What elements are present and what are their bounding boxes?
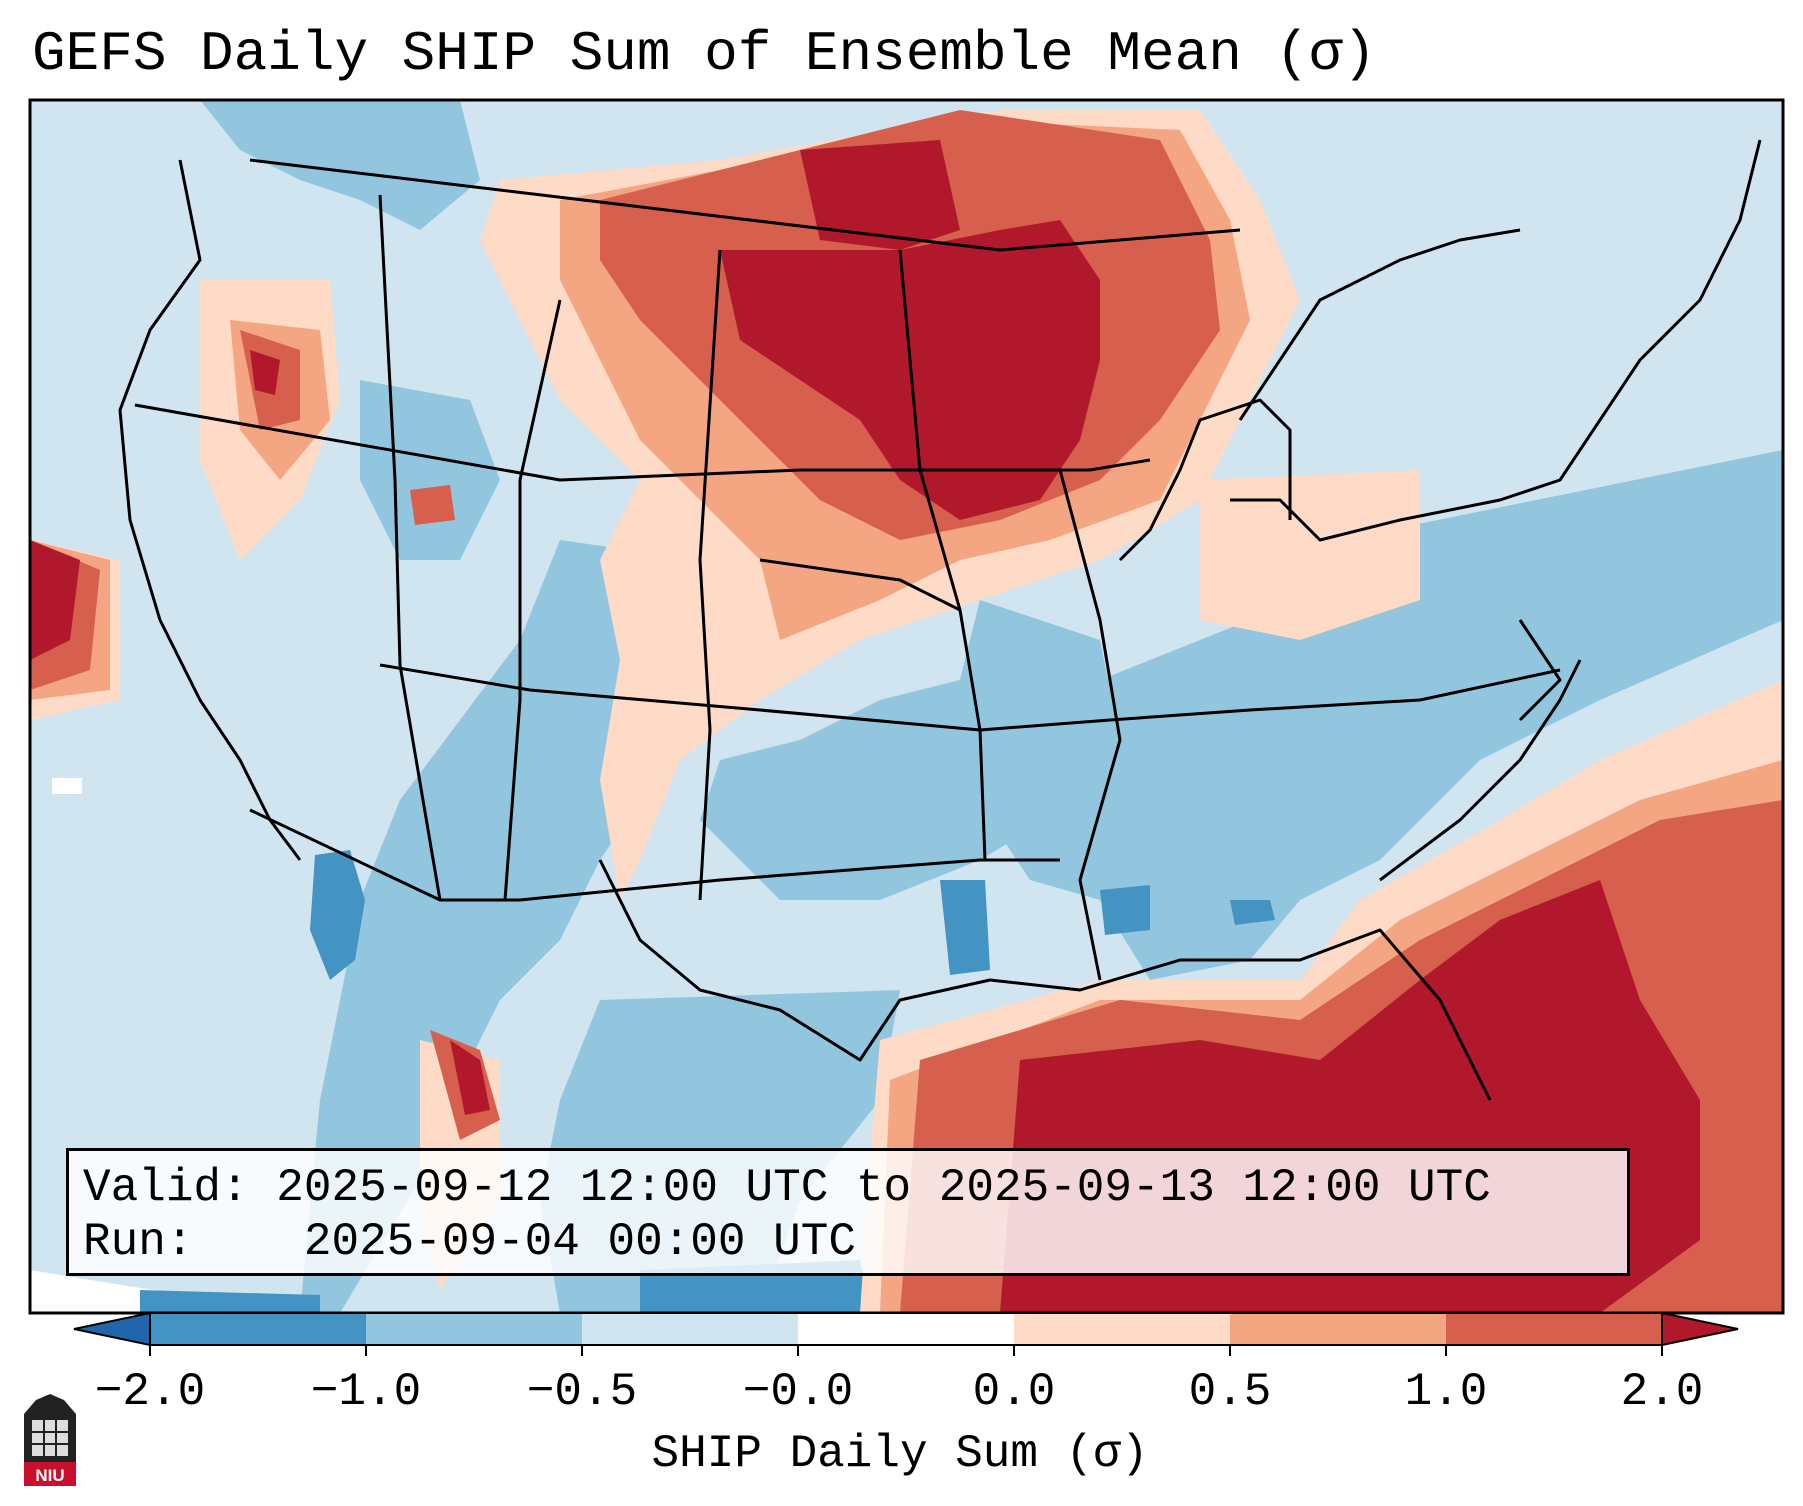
- carolina-line: [1518, 619, 1562, 722]
- colorbar-tick-label: 1.0: [1404, 1366, 1488, 1418]
- north-dakota-strong: [800, 140, 960, 250]
- colorbar-extend-low: [73, 1311, 151, 1347]
- alabama-strong-neg: [1230, 900, 1275, 925]
- colorbar-tick-label: 0.0: [972, 1366, 1056, 1418]
- niu-logo-icon: NIU: [24, 1394, 76, 1486]
- valid-time-box: Valid: 2025-09-12 12:00 UTC to 2025-09-1…: [66, 1148, 1630, 1276]
- valid-label: Valid:: [83, 1162, 249, 1214]
- northeast-coastline: [1230, 139, 1762, 542]
- missing-data-cell: [52, 778, 82, 794]
- colorbar-extend-high: [1661, 1311, 1739, 1347]
- colorbar-tick-marks: [149, 1345, 1663, 1356]
- mid-latitude-line: [379, 663, 1561, 732]
- utah-mid: [410, 485, 455, 525]
- pacific-strong: [30, 540, 80, 660]
- colorbar-bin-7: [1446, 1313, 1662, 1345]
- mexico-strong: [450, 1040, 490, 1115]
- run-label: Run:: [83, 1216, 194, 1268]
- arkansas-texas-cool-region: [700, 600, 1120, 900]
- southeast-cool-region: [990, 450, 1783, 980]
- colorbar-bin-6: [1230, 1313, 1446, 1345]
- figure-title: GEFS Daily SHIP Sum of Ensemble Mean (σ): [32, 22, 1377, 86]
- colorbar-tick-label: 2.0: [1620, 1366, 1704, 1418]
- colorbar-tick-label: −1.0: [310, 1366, 422, 1418]
- logo-text: NIU: [35, 1466, 64, 1485]
- valid-value: 2025-09-12 12:00 UTC to 2025-09-13 12:00…: [276, 1162, 1491, 1214]
- nevada-utah-line: [378, 194, 442, 901]
- utah-colorado-line: [503, 299, 562, 901]
- gulf-coast-strong-neg: [1100, 885, 1150, 935]
- run-value: 2025-09-04 00:00 UTC: [303, 1216, 856, 1268]
- colorbar: [73, 1311, 1739, 1356]
- colorbar-tick-label: −2.0: [94, 1366, 206, 1418]
- us-canada-border: [249, 158, 1241, 252]
- valid-row: Valid: 2025-09-12 12:00 UTC to 2025-09-1…: [83, 1161, 1627, 1215]
- colorbar-outline: [149, 1312, 1663, 1346]
- colorbar-tick-label: −0.5: [526, 1366, 638, 1418]
- canada-east-line: [1238, 228, 1521, 421]
- northern-tier-line: [134, 403, 1151, 482]
- colorbar-bin-1: [150, 1313, 366, 1345]
- colorbar-tick-label: −0.0: [742, 1366, 854, 1418]
- colorbar-tick-label: 0.5: [1188, 1366, 1272, 1418]
- state-boundaries: [118, 139, 1762, 1101]
- oregon-strong: [250, 350, 280, 395]
- northwest-cool-patch: [200, 100, 480, 230]
- colorbar-bin-4: [798, 1313, 1014, 1345]
- colorbar-axis-label: SHIP Daily Sum (σ): [651, 1428, 1149, 1480]
- ohio-valley-warm: [1200, 470, 1420, 640]
- nebraska-line: [759, 558, 961, 612]
- pacific-coastline: [118, 159, 302, 861]
- colorbar-bin-5: [1014, 1313, 1230, 1345]
- great-lakes-outline: [1118, 398, 1292, 562]
- gulf-coastline: [598, 859, 1492, 1101]
- run-row: Run: 2025-09-04 00:00 UTC: [83, 1215, 1627, 1269]
- mississippi-line: [1058, 469, 1122, 981]
- baja-strong-neg: [310, 850, 365, 980]
- texas-strong-neg: [940, 880, 990, 975]
- atlantic-coastline: [1379, 659, 1582, 882]
- colorbar-bin-2: [366, 1313, 582, 1345]
- rockies-plains-line: [698, 249, 722, 901]
- colorbar-bin-3: [582, 1313, 798, 1345]
- pacific-strong-neg: [140, 1290, 320, 1313]
